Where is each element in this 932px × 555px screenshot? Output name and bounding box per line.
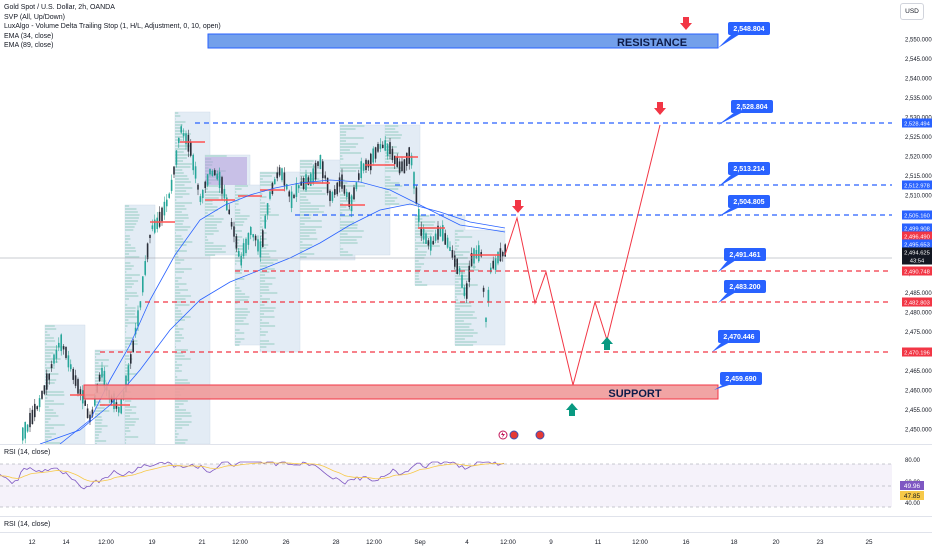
indicator-ema89[interactable]: EMA (89, close) <box>4 41 221 51</box>
us-flag-icon[interactable] <box>510 431 518 439</box>
indicator-svp[interactable]: SVP (All, Up/Down) <box>4 13 221 23</box>
price-badge-text: 2,495.653 <box>904 242 930 248</box>
price-badge-text: 2,494.625 <box>904 250 930 256</box>
price-badge-text: 2,499.908 <box>904 226 930 232</box>
price-tick-label: 2,455.000 <box>905 408 932 414</box>
price-badge-text: 2,505.160 <box>904 213 930 219</box>
chart-legend: Gold Spot / U.S. Dollar, 2h, OANDA SVP (… <box>4 3 221 51</box>
support-label: SUPPORT <box>608 388 661 400</box>
price-tick-label: 2,535.000 <box>905 96 932 102</box>
time-tick-label: 20 <box>772 539 780 546</box>
time-tick-label: 4 <box>465 539 469 546</box>
price-badge-text: 43:54 <box>910 258 925 264</box>
symbol-title[interactable]: Gold Spot / U.S. Dollar, 2h, OANDA <box>4 3 221 13</box>
indicator-luxalgo[interactable]: LuxAlgo - Volume Delta Trailing Stop (1,… <box>4 22 221 32</box>
price-tick-label: 2,515.000 <box>905 174 932 180</box>
callout-text: 2,470.446 <box>723 334 754 341</box>
callout-text: 2,491.461 <box>729 252 760 259</box>
price-tick-label: 2,540.000 <box>905 77 932 83</box>
time-tick-label: 21 <box>198 539 206 546</box>
callout-text: 2,504.805 <box>733 199 764 206</box>
price-badge-text: 2,482.803 <box>904 300 930 306</box>
rsi-tick-label: 40.00 <box>905 501 921 507</box>
time-tick-label: 25 <box>865 539 873 546</box>
indicator-ema34[interactable]: EMA (34, close) <box>4 32 221 42</box>
price-tick-label: 2,475.000 <box>905 330 932 336</box>
time-tick-label: 12:00 <box>500 539 516 546</box>
time-tick-label: 16 <box>682 539 690 546</box>
resistance-label: RESISTANCE <box>617 37 687 49</box>
time-axis[interactable]: 12 14 12:00 19 21 12:00 26 28 12:00 Sep 4 12:00 9 11 1… <box>28 539 873 546</box>
time-tick-label: 23 <box>816 539 824 546</box>
price-tick-label: 2,520.000 <box>905 155 932 161</box>
price-tick-label: 2,480.000 <box>905 311 932 317</box>
price-tick-label: 2,485.000 <box>905 291 932 297</box>
time-tick-label: 12 <box>28 539 36 546</box>
price-tick-label: 2,545.000 <box>905 57 932 63</box>
time-tick-label: 19 <box>148 539 156 546</box>
price-tick-label: 2,525.000 <box>905 135 932 141</box>
time-tick-label: 12:00 <box>232 539 248 546</box>
time-tick-label: Sep <box>414 539 426 546</box>
time-tick-label: 14 <box>62 539 70 546</box>
price-tick-label: 2,450.000 <box>905 428 932 434</box>
rsi-ma-text: 47.85 <box>904 493 921 500</box>
callout-text: 2,483.200 <box>729 284 760 291</box>
price-tick-label: 2,550.000 <box>905 38 932 44</box>
time-tick-label: 26 <box>282 539 290 546</box>
callout-text: 2,459.690 <box>725 376 756 383</box>
time-tick-label: 18 <box>730 539 738 546</box>
rsi-band <box>0 464 892 507</box>
price-tick-label: 2,510.000 <box>905 194 932 200</box>
price-badge-text: 2,470.196 <box>904 350 930 356</box>
price-badge-text: 2,496.490 <box>904 234 930 240</box>
time-tick-label: 28 <box>332 539 340 546</box>
callout-text: 2,548.804 <box>733 26 764 33</box>
callout-text: 2,528.804 <box>736 104 767 111</box>
rsi-label-2[interactable]: RSI (14, close) <box>4 521 50 528</box>
rsi-label[interactable]: RSI (14, close) <box>4 449 50 456</box>
price-tick-label: 2,465.000 <box>905 369 932 375</box>
price-badge-text: 2,528.494 <box>904 121 931 127</box>
time-tick-label: 12:00 <box>632 539 648 546</box>
callout-text: 2,513.214 <box>733 166 764 173</box>
price-tick-label: 2,460.000 <box>905 389 932 395</box>
time-tick-label: 9 <box>549 539 553 546</box>
currency-button[interactable]: USD <box>900 3 924 20</box>
time-tick-label: 11 <box>595 539 602 546</box>
price-badge-text: 2,490.748 <box>904 269 930 275</box>
price-axis[interactable]: 2,550.0002,545.0002,540.0002,535.0002,53… <box>892 0 932 444</box>
us-flag-icon[interactable] <box>536 431 544 439</box>
rsi-tick-label: 80.00 <box>905 458 921 464</box>
price-badge-text: 2,512.978 <box>904 183 930 189</box>
rsi-value-text: 49.96 <box>904 483 921 490</box>
time-tick-label: 12:00 <box>366 539 382 546</box>
time-tick-label: 12:00 <box>98 539 114 546</box>
